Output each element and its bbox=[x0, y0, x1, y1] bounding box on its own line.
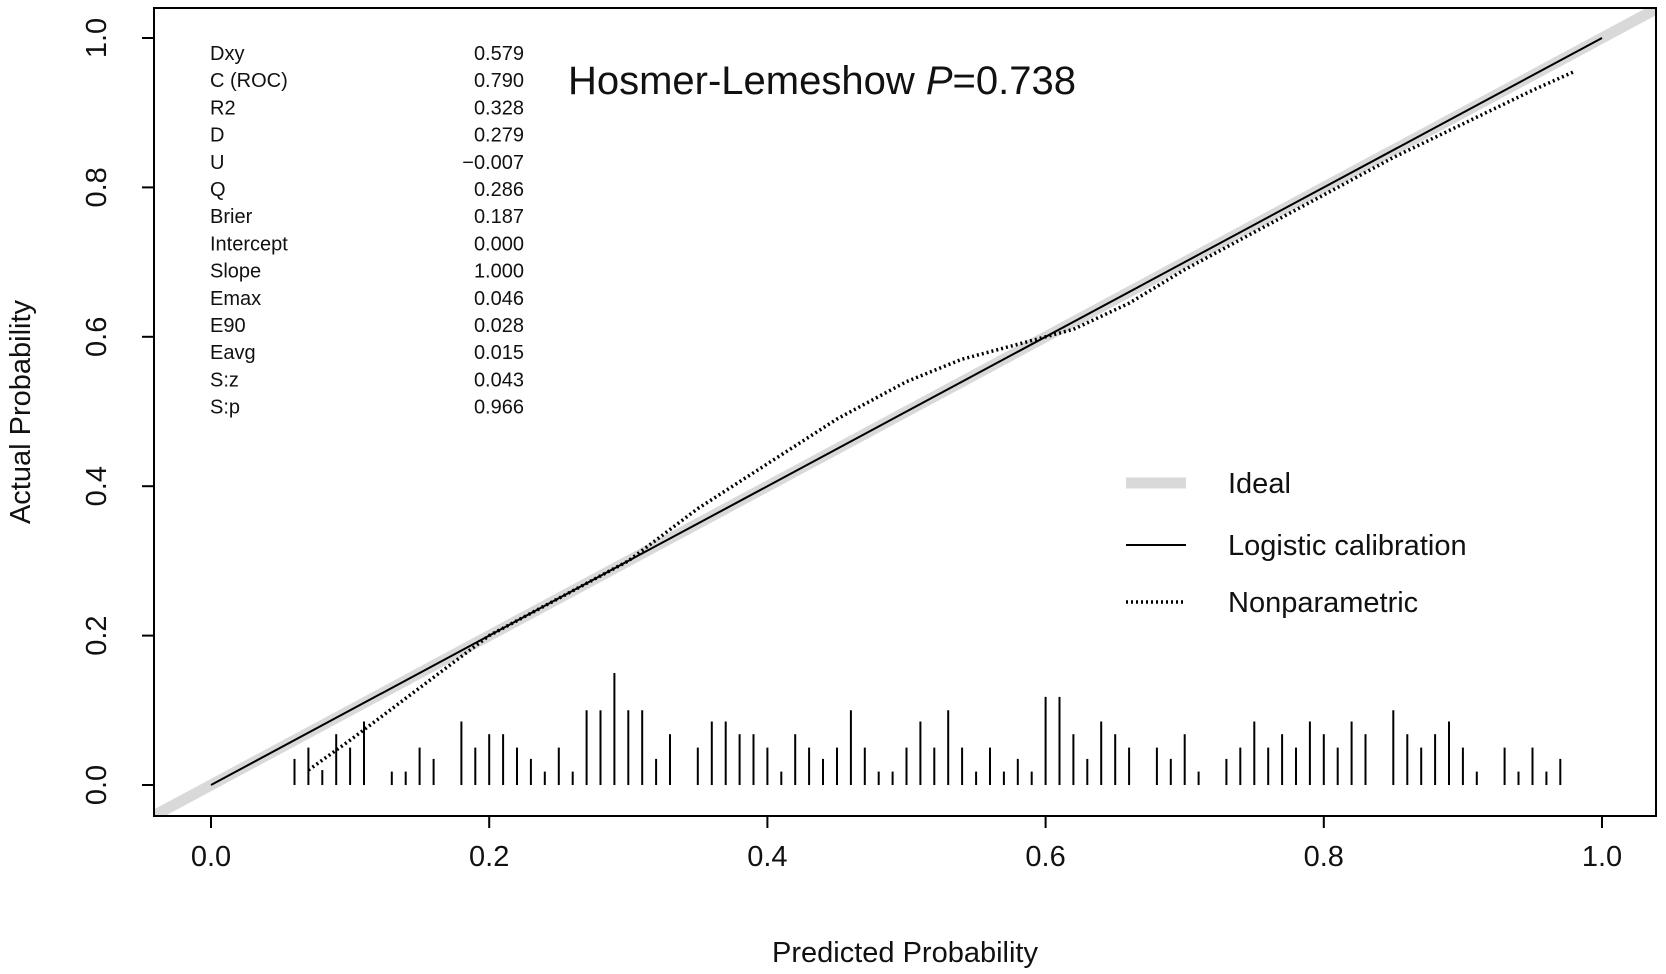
stat-label: S:p bbox=[210, 397, 240, 419]
x-tick-label: 1.0 bbox=[1582, 841, 1622, 873]
stat-label: Emax bbox=[210, 288, 261, 310]
x-tick-label: 0.2 bbox=[469, 841, 509, 873]
rug-layer bbox=[293, 673, 1562, 785]
plot-frame bbox=[153, 7, 1657, 817]
stat-value: 0.286 bbox=[474, 179, 524, 201]
y-tick-label: 1.0 bbox=[81, 18, 113, 58]
axes-layer: 0.0 0.2 0.4 0.6 0.8 1.0 0.0 0.2 0.4 0.6 0.8 1.0 bbox=[81, 18, 1622, 873]
stat-value: 0.790 bbox=[474, 70, 524, 92]
stat-label: R2 bbox=[210, 97, 236, 119]
stat-label: D bbox=[210, 125, 224, 147]
stat-label: Q bbox=[210, 179, 226, 201]
series-line-logistic-calibration bbox=[210, 37, 1603, 786]
stat-value: 0.028 bbox=[474, 315, 524, 337]
stat-value: 0.328 bbox=[474, 97, 524, 119]
stat-value: 0.279 bbox=[474, 125, 524, 147]
stat-value: 0.043 bbox=[474, 369, 524, 391]
chart-title: Hosmer-Lemeshow P=0.738 bbox=[568, 59, 1076, 103]
legend-label: Ideal bbox=[1228, 468, 1291, 500]
series-line-nonparametric bbox=[307, 70, 1575, 772]
series-layer bbox=[155, 9, 1655, 815]
stat-label: E90 bbox=[210, 315, 246, 337]
stat-value: 1.000 bbox=[474, 261, 524, 283]
y-tick-label: 0.6 bbox=[81, 317, 113, 357]
y-tick-label: 0.8 bbox=[81, 167, 113, 207]
x-tick-label: 0.0 bbox=[191, 841, 231, 873]
stat-value: 0.579 bbox=[474, 43, 524, 65]
stat-label: Dxy bbox=[210, 43, 244, 65]
stat-value: 0.015 bbox=[474, 342, 524, 364]
y-tick-label: 0.2 bbox=[81, 615, 113, 655]
legend-label: Logistic calibration bbox=[1228, 530, 1467, 562]
x-axis-title: Predicted Probability bbox=[772, 937, 1038, 969]
stat-label: U bbox=[210, 152, 224, 174]
stat-value: 0.187 bbox=[474, 206, 524, 228]
stat-value: 0.046 bbox=[474, 288, 524, 310]
y-tick-label: 0.0 bbox=[81, 765, 113, 805]
stat-label: Slope bbox=[210, 261, 261, 283]
title-value: =0.738 bbox=[953, 59, 1076, 103]
stat-label: Eavg bbox=[210, 342, 256, 364]
stat-value: 0.000 bbox=[474, 233, 524, 255]
stat-label: Brier bbox=[210, 206, 253, 228]
x-tick-label: 0.6 bbox=[1025, 841, 1065, 873]
y-tick-label: 0.4 bbox=[81, 466, 113, 506]
stat-value: −0.007 bbox=[462, 152, 524, 174]
x-tick-label: 0.8 bbox=[1304, 841, 1344, 873]
stat-label: C (ROC) bbox=[210, 70, 288, 92]
title-p-symbol: P bbox=[926, 59, 953, 103]
legend-label: Nonparametric bbox=[1228, 587, 1418, 619]
stat-label: Intercept bbox=[210, 233, 288, 255]
stats-table: Dxy 0.579 C (ROC) 0.790 R2 0.328 D 0.279 U −0.007… bbox=[210, 43, 524, 419]
legend: Ideal Logistic calibration Nonparametric bbox=[1126, 468, 1467, 619]
stat-value: 0.966 bbox=[474, 397, 524, 419]
stat-label: S:z bbox=[210, 369, 239, 391]
y-axis-title: Actual Probability bbox=[5, 299, 37, 524]
title-text: Hosmer-Lemeshow bbox=[568, 59, 926, 103]
x-tick-label: 0.4 bbox=[747, 841, 787, 873]
